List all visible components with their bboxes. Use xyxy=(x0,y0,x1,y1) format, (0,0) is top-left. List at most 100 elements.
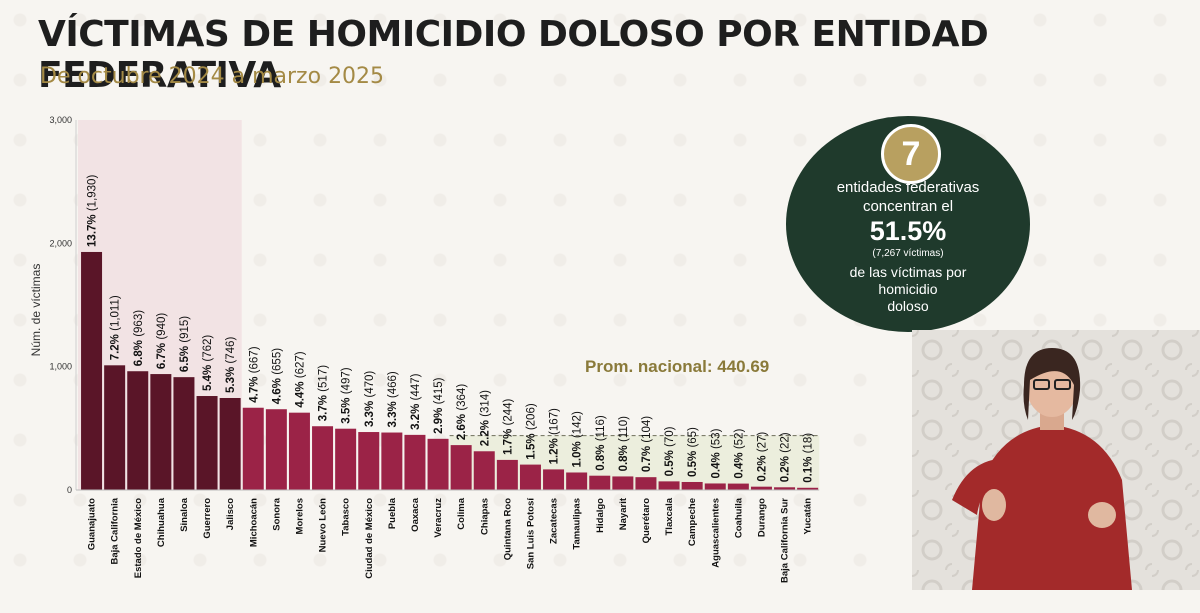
bar-data-label: 2.6% (364) xyxy=(456,384,468,440)
bar-count-label: (940) xyxy=(156,313,168,340)
bar-count-label: (1,011) xyxy=(110,295,122,331)
bar-data-label: 1.7% (244) xyxy=(502,398,514,454)
summary-count-badge: 7 xyxy=(881,124,941,184)
x-category-label: Tlaxcala xyxy=(664,497,675,535)
bar-data-label: 1.2% (167) xyxy=(549,408,561,464)
x-category-label: Sinaloa xyxy=(179,497,190,532)
bar xyxy=(381,432,403,490)
x-category-label: Aguascalientes xyxy=(710,498,721,568)
bar-count-label: (470) xyxy=(364,371,376,398)
bar-count-label: (1,930) xyxy=(87,175,99,212)
bar-data-label: 0.4% (52) xyxy=(733,429,745,479)
bar-percent-label: 0.1% xyxy=(803,453,815,482)
bar-percent-label: 1.7% xyxy=(502,425,514,454)
x-category-label: Chihuahua xyxy=(156,497,167,547)
glasses-icon xyxy=(1033,379,1050,390)
page-title: VÍCTIMAS DE HOMICIDIO DOLOSO POR ENTIDAD… xyxy=(38,14,989,96)
x-category-label: Oaxaca xyxy=(410,497,421,532)
summary-text-top: entidades federativas concentran el xyxy=(786,178,1030,216)
x-category-label: Puebla xyxy=(387,497,398,529)
bar xyxy=(566,472,588,490)
x-category-label: Morelos xyxy=(294,498,305,534)
bar-percent-label: 0.8% xyxy=(595,441,607,470)
bar-count-label: (762) xyxy=(202,335,214,362)
bar xyxy=(196,396,218,490)
summary-percent: 51.5% xyxy=(869,216,947,246)
bar-percent-label: 0.4% xyxy=(710,449,722,478)
bar xyxy=(81,251,103,490)
bar-count-label: (963) xyxy=(133,310,145,337)
bar-data-label: 0.5% (65) xyxy=(687,427,699,477)
bar-data-label: 0.4% (53) xyxy=(710,428,722,478)
bar-percent-label: 3.7% xyxy=(318,392,330,421)
y-tick-label: 0 xyxy=(67,485,72,495)
bar xyxy=(797,487,819,490)
x-category-label: Baja California Sur xyxy=(780,498,791,583)
bar-data-label: 0.5% (70) xyxy=(664,426,676,476)
bar-data-label: 1.0% (142) xyxy=(572,411,584,467)
x-category-label: Tamaulipas xyxy=(572,498,583,550)
bar-percent-label: 2.2% xyxy=(479,417,491,446)
bar-percent-label: 7.2% xyxy=(110,331,122,360)
interpreter-hair xyxy=(1023,348,1081,420)
interpreter-right-hand xyxy=(1088,502,1116,528)
bar-data-label: 0.2% (22) xyxy=(780,432,792,482)
bar-data-label: 3.7% (517) xyxy=(318,365,330,421)
bar-count-label: (65) xyxy=(687,427,699,448)
bar xyxy=(774,487,796,490)
bar-data-label: 6.8% (963) xyxy=(133,310,145,366)
bar-count-label: (142) xyxy=(572,411,584,438)
bar-count-label: (27) xyxy=(756,432,768,453)
bar-percent-label: 5.4% xyxy=(202,362,214,391)
bar-percent-label: 0.4% xyxy=(733,449,745,478)
bar-count-label: (116) xyxy=(595,415,607,441)
bar-count-label: (517) xyxy=(318,365,330,392)
bar xyxy=(173,377,195,490)
interpreter-figure xyxy=(912,330,1200,590)
bar-data-label: 0.2% (27) xyxy=(756,432,768,482)
bar xyxy=(450,445,472,490)
sign-language-interpreter-video xyxy=(912,330,1200,590)
x-category-label: Baja California xyxy=(110,497,121,564)
x-category-label: Michoacán xyxy=(248,498,259,547)
x-category-label: Nuevo León xyxy=(318,498,329,553)
bar-data-label: 0.1% (18) xyxy=(803,433,815,483)
bar-percent-label: 0.5% xyxy=(687,448,699,477)
y-tick-label: 2,000 xyxy=(49,238,72,248)
bar xyxy=(704,483,726,490)
x-category-label: Durango xyxy=(756,498,767,537)
bar xyxy=(358,432,380,490)
bar-data-label: 5.3% (746) xyxy=(225,337,237,393)
bar-data-label: 3.2% (447) xyxy=(410,373,422,429)
summary-line-4: homicidio xyxy=(878,281,938,297)
summary-text-bottom: de las víctimas por homicidio doloso xyxy=(786,264,1030,315)
x-category-label: Querétaro xyxy=(641,498,652,544)
bar-percent-label: 4.4% xyxy=(294,378,306,407)
bar xyxy=(681,481,703,490)
bar-percent-label: 3.3% xyxy=(364,398,376,427)
bar-count-label: (667) xyxy=(248,346,260,373)
bar-count-label: (18) xyxy=(803,433,815,454)
x-category-label: Veracruz xyxy=(433,498,444,538)
bar-percent-label: 2.9% xyxy=(433,404,445,433)
bar xyxy=(612,476,634,490)
x-category-label: San Luis Potosí xyxy=(525,498,536,570)
summary-victims: (7,267 víctimas) xyxy=(872,248,944,259)
x-category-label: Guerrero xyxy=(202,498,213,539)
x-category-label: Chiapas xyxy=(479,498,490,535)
x-category-label: Ciudad de México xyxy=(364,498,375,579)
bar-percent-label: 0.2% xyxy=(756,452,768,481)
bar-data-label: 0.8% (116) xyxy=(595,415,607,471)
bar-percent-label: 4.7% xyxy=(248,373,260,402)
bar-data-label: 6.5% (915) xyxy=(179,316,191,372)
bar-percent-label: 5.3% xyxy=(225,364,237,393)
bar-count-label: (22) xyxy=(780,432,792,453)
bar xyxy=(335,428,357,490)
bar xyxy=(288,412,310,490)
x-category-label: Sonora xyxy=(271,497,282,530)
bar xyxy=(543,469,565,490)
x-category-label: Guanajuato xyxy=(87,498,98,550)
bar-data-label: 13.7% (1,930) xyxy=(87,175,99,247)
bar-count-label: (415) xyxy=(433,377,445,404)
